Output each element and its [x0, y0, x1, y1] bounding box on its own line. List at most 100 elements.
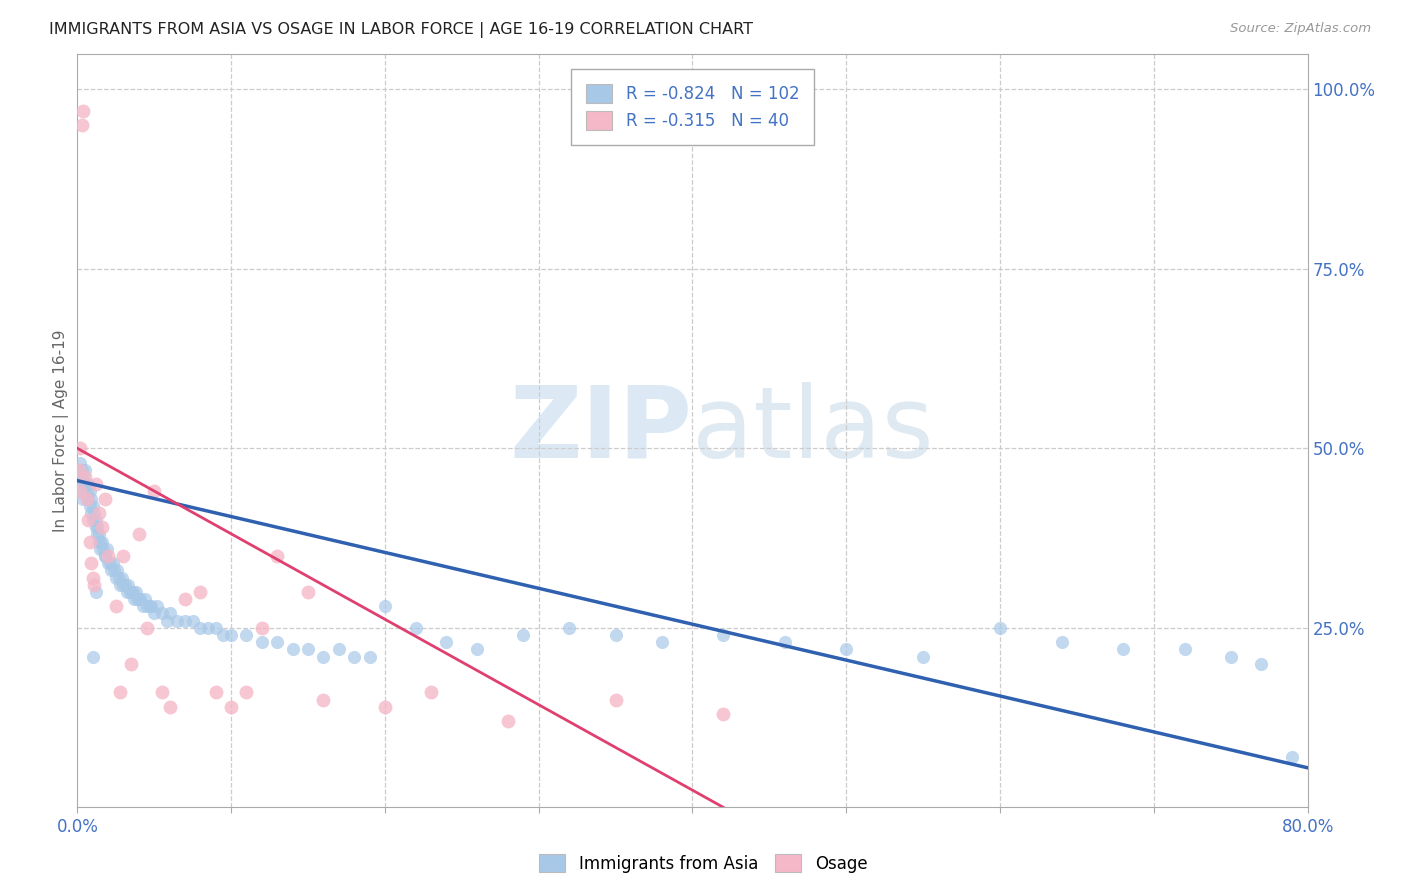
Point [512, 628, 534, 642]
Point [97, 549, 120, 563]
Point [312, 692, 335, 706]
Point [97, 556, 120, 570]
Point [69, 442, 91, 456]
Point [118, 585, 141, 599]
Point [94, 549, 117, 563]
Point [120, 585, 142, 599]
Point [219, 699, 242, 714]
Point [84, 513, 107, 527]
Point [405, 621, 427, 635]
Point [420, 685, 443, 699]
Point [129, 592, 152, 607]
Point [374, 699, 396, 714]
Point [90, 534, 114, 549]
Point [90, 520, 114, 534]
Point [651, 635, 673, 649]
Point [103, 563, 125, 577]
Point [266, 635, 288, 649]
Point [121, 585, 143, 599]
Point [110, 685, 132, 699]
Point [73, 470, 96, 484]
Point [188, 621, 212, 635]
Point [82, 513, 104, 527]
Point [197, 621, 219, 635]
Point [312, 649, 335, 664]
Point [70, 118, 93, 132]
Point [146, 599, 169, 614]
Point [359, 649, 381, 664]
Point [125, 585, 148, 599]
Text: ZIP: ZIP [509, 382, 693, 479]
Legend: Immigrants from Asia, Osage: Immigrants from Asia, Osage [531, 847, 875, 880]
Point [79, 499, 101, 513]
Point [104, 599, 127, 614]
Point [250, 621, 273, 635]
Point [86, 527, 108, 541]
Point [138, 599, 160, 614]
Point [465, 642, 488, 657]
Point [105, 563, 128, 577]
Point [67, 470, 90, 484]
Point [155, 614, 177, 628]
Point [80, 556, 103, 570]
Point [219, 628, 242, 642]
Point [174, 592, 197, 607]
Point [159, 699, 181, 714]
Point [835, 642, 858, 657]
Point [108, 570, 131, 584]
Point [76, 484, 98, 499]
Point [281, 642, 304, 657]
Point [150, 607, 173, 621]
Point [127, 592, 149, 607]
Point [988, 621, 1011, 635]
Point [82, 499, 104, 513]
Point [101, 556, 124, 570]
Point [235, 685, 257, 699]
Point [135, 621, 157, 635]
Point [67, 463, 90, 477]
Point [1112, 642, 1135, 657]
Point [98, 556, 121, 570]
Point [1281, 750, 1303, 764]
Point [297, 585, 319, 599]
Point [77, 491, 100, 506]
Point [159, 607, 181, 621]
Point [87, 506, 110, 520]
Point [84, 585, 107, 599]
Point [343, 649, 366, 664]
Text: atlas: atlas [693, 382, 934, 479]
Point [84, 520, 107, 534]
Point [112, 549, 135, 563]
Point [912, 649, 935, 664]
Point [436, 635, 458, 649]
Point [132, 599, 155, 614]
Point [711, 628, 734, 642]
Point [128, 592, 150, 607]
Point [250, 635, 273, 649]
Point [143, 607, 166, 621]
Point [114, 578, 136, 592]
Point [174, 614, 197, 628]
Point [122, 592, 145, 607]
Point [79, 534, 101, 549]
Point [297, 642, 319, 657]
Point [188, 585, 212, 599]
Point [558, 621, 581, 635]
Point [120, 657, 142, 671]
Y-axis label: In Labor Force | Age 16-19: In Labor Force | Age 16-19 [53, 329, 69, 532]
Point [111, 570, 134, 584]
Point [83, 578, 105, 592]
Point [374, 599, 396, 614]
Point [711, 706, 734, 721]
Point [605, 628, 627, 642]
Point [77, 513, 100, 527]
Point [89, 541, 111, 556]
Point [77, 477, 100, 491]
Point [100, 563, 122, 577]
Point [150, 685, 173, 699]
Point [134, 592, 156, 607]
Point [104, 570, 127, 584]
Point [69, 456, 91, 470]
Point [773, 635, 796, 649]
Point [141, 599, 163, 614]
